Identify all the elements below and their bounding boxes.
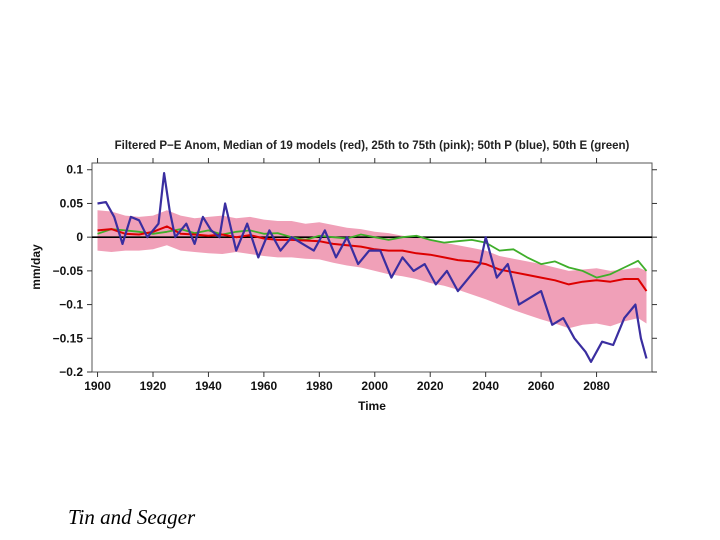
x-tick-label: 1960 <box>251 379 278 393</box>
x-tick-label: 2080 <box>583 379 610 393</box>
x-tick-label: 2060 <box>528 379 555 393</box>
x-tick-label: 2040 <box>472 379 499 393</box>
x-axis-label: Time <box>358 399 386 413</box>
series-layer <box>92 172 652 363</box>
percentile-band <box>97 210 647 329</box>
x-tick-label: 2020 <box>417 379 444 393</box>
y-tick-label: 0.1 <box>66 163 83 177</box>
y-axis-label: mm/day <box>29 244 43 290</box>
y-tick-label: −0.05 <box>53 264 84 278</box>
y-tick-label: −0.2 <box>59 365 83 379</box>
x-tick-label: 1900 <box>84 379 111 393</box>
y-tick-label: 0.05 <box>60 196 84 210</box>
chart-title: Filtered P−E Anom, Median of 19 models (… <box>115 140 630 152</box>
plot-frame <box>91 162 653 373</box>
caption: Tin and Seager <box>68 505 196 529</box>
y-tick-label: −0.1 <box>59 298 83 312</box>
series-line-50th-p <box>97 172 648 363</box>
y-tick-label: 0 <box>76 230 83 244</box>
x-tick-label: 1980 <box>306 379 333 393</box>
x-tick-label: 1920 <box>140 379 167 393</box>
x-tick-label: 2000 <box>361 379 388 393</box>
band-layer <box>97 210 647 329</box>
x-tick-label: 1940 <box>195 379 222 393</box>
y-tick-label: −0.15 <box>53 331 84 345</box>
